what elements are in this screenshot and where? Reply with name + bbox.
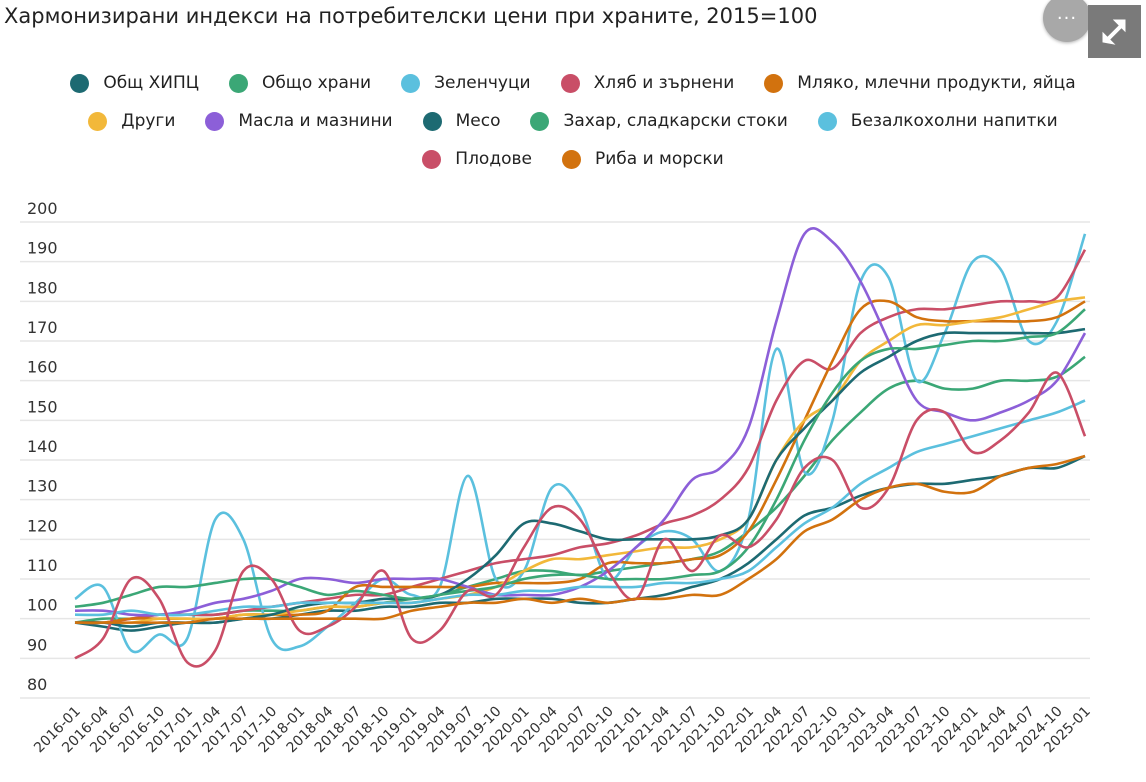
legend-label: Хляб и зърнени (593, 73, 735, 93)
legend-item[interactable]: Захар, сладкарски стоки (530, 111, 788, 131)
series-line-8 (74, 308, 1086, 609)
legend-row: Плодове Риба и морски (0, 140, 1146, 178)
series-line-5 (75, 296, 1086, 625)
legend-label: Месо (455, 111, 501, 131)
y-tick-label: 180 (27, 278, 58, 297)
y-tick-label: 80 (27, 675, 47, 694)
y-tick-label: 120 (27, 516, 58, 535)
legend-label: Масла и мазнини (238, 111, 393, 131)
chart-legend: Общ ХИПЦ Общо храни Зеленчуци Хляб и зърнен… (0, 64, 1146, 178)
series-line-11 (75, 454, 1086, 625)
legend-item[interactable]: Мляко, млечни продукти, яйца (764, 73, 1076, 93)
legend-dot-icon (560, 73, 580, 93)
legend-dot-icon (88, 111, 108, 131)
series-line-9 (74, 399, 1086, 617)
legend-dot-icon (401, 73, 421, 93)
legend-dot-icon (422, 149, 442, 169)
legend-label: Захар, сладкарски стоки (563, 111, 788, 131)
y-tick-label: 200 (27, 199, 58, 218)
legend-label: Риба и морски (594, 149, 724, 169)
y-tick-label: 110 (27, 556, 58, 575)
legend-dot-icon (205, 111, 225, 131)
legend-item[interactable]: Плодове (422, 149, 532, 169)
legend-item[interactable]: Зеленчуци (401, 73, 531, 93)
legend-dot-icon (422, 111, 442, 131)
legend-item[interactable]: Масла и мазнини (205, 111, 393, 131)
y-tick-label: 100 (27, 596, 58, 615)
legend-item[interactable]: Хляб и зърнени (560, 73, 735, 93)
legend-item[interactable]: Други (88, 111, 175, 131)
series-line-2 (74, 233, 1087, 654)
y-tick-label: 150 (27, 397, 58, 416)
legend-dot-icon (561, 149, 581, 169)
legend-dot-icon (70, 73, 90, 93)
more-horizontal-icon: ··· (1056, 7, 1078, 29)
legend-dot-icon (764, 73, 784, 93)
legend-item[interactable]: Общ ХИПЦ (70, 73, 199, 93)
expand-button[interactable] (1088, 5, 1141, 58)
legend-row: Други Масла и мазнини Месо Захар, сладкарск… (0, 102, 1146, 140)
y-tick-label: 190 (27, 239, 58, 258)
legend-dot-icon (530, 111, 550, 131)
legend-label: Безалкохолни напитки (850, 111, 1058, 131)
series-line-0 (74, 454, 1086, 632)
legend-item[interactable]: Общо храни (228, 73, 372, 93)
legend-dot-icon (228, 73, 248, 93)
series-line-3 (74, 249, 1087, 625)
y-tick-label: 170 (27, 318, 58, 337)
legend-dot-icon (817, 111, 837, 131)
y-tick-label: 160 (27, 358, 58, 377)
legend-row: Общ ХИПЦ Общо храни Зеленчуци Хляб и зърнен… (0, 64, 1146, 102)
legend-item[interactable]: Риба и морски (561, 149, 724, 169)
series-line-10 (74, 371, 1087, 668)
legend-label: Зеленчуци (434, 73, 531, 93)
y-tick-label: 130 (27, 477, 58, 496)
legend-label: Други (121, 111, 176, 131)
chart-title: Хармонизирани индекси на потребителски ц… (4, 4, 818, 28)
y-tick-label: 140 (27, 437, 58, 456)
expand-arrows-icon (1102, 19, 1125, 45)
legend-label: Плодове (455, 149, 532, 169)
legend-label: Мляко, млечни продукти, яйца (797, 73, 1076, 93)
legend-item[interactable]: Безалкохолни напитки (817, 111, 1058, 131)
legend-label: Общ ХИПЦ (103, 73, 199, 93)
legend-item[interactable]: Месо (422, 111, 501, 131)
series-line-6 (74, 227, 1087, 617)
y-tick-label: 90 (27, 635, 47, 654)
more-options-button[interactable]: ··· (1043, 0, 1091, 42)
legend-label: Общо храни (261, 73, 372, 93)
